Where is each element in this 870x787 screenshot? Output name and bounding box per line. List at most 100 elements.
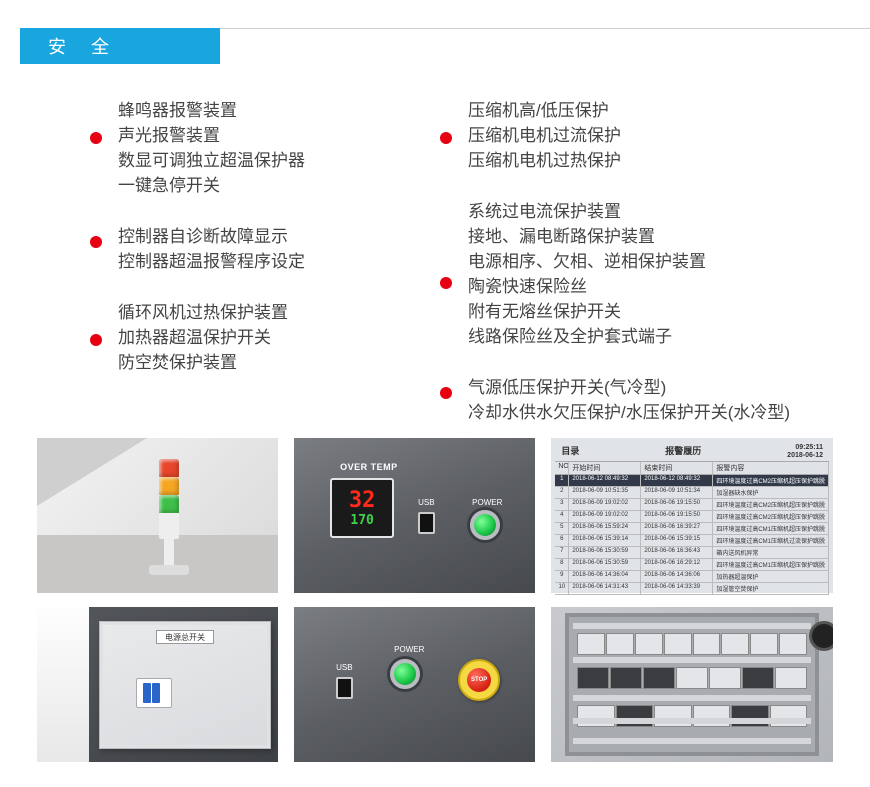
cell-no: 6 (555, 535, 569, 546)
cell-content: 四环境温度过高CM2压缩机超压保护跳脱 (713, 511, 829, 522)
power-button-icon (470, 510, 500, 540)
cable-tray (573, 738, 811, 744)
left-column: 蜂鸣器报警装置 声光报警装置 数显可调独立超温保护器 一键急停开关 控制器自诊断… (0, 98, 430, 451)
cable-tray (573, 623, 811, 629)
cable-tray (573, 718, 811, 724)
feature-line: 一键急停开关 (118, 173, 430, 198)
cell-no: 1 (555, 475, 569, 486)
feature-line: 声光报警装置 (118, 123, 430, 148)
signal-tower-icon (159, 459, 179, 575)
cell-no: 4 (555, 511, 569, 522)
feature-group-6: 气源低压保护开关(气冷型) 冷却水供水欠压保护/水压保护开关(水冷型) (440, 375, 870, 425)
feature-line: 数显可调独立超温保护器 (118, 148, 430, 173)
alarm-log-row: 42018-06-09 19:02:022018-06-06 19:15:50四… (555, 511, 829, 523)
alarm-log-columns: NO 开始时间 结束时间 报警内容 (555, 461, 829, 475)
relay-icon (577, 667, 609, 689)
cable-tray (573, 657, 811, 663)
relay-icon (676, 667, 708, 689)
cell-end: 2018-06-09 10:51:34 (641, 487, 713, 498)
bullet-icon (440, 277, 452, 289)
switch-box: 电源总开关 (99, 621, 271, 749)
alarm-log-row: 72018-06-06 15:30:592018-06-06 16:36:43箱… (555, 547, 829, 559)
relay-icon (742, 667, 774, 689)
relay-icon (709, 667, 741, 689)
col-no: NO (555, 462, 569, 474)
section-title: 安 全 (48, 33, 119, 59)
relay-icon (643, 667, 675, 689)
cell-no: 5 (555, 523, 569, 534)
usb-port-icon (336, 677, 353, 699)
cell-end: 2018-06-06 16:39:27 (641, 523, 713, 534)
cabinet-frame (565, 613, 819, 756)
cell-no: 2 (555, 487, 569, 498)
cell-end: 2018-06-12 08:49:32 (641, 475, 713, 486)
feature-line: 气源低压保护开关(气冷型) (468, 375, 870, 400)
cell-start: 2018-06-06 14:36:04 (569, 571, 641, 582)
photo-estop-panel: USB POWER STOP (294, 607, 535, 762)
alarm-log-clock: 09:25:11 2018-06-12 (787, 444, 823, 459)
switch-box-label: 电源总开关 (156, 630, 214, 644)
temp-readout-main: 32 (349, 490, 376, 512)
feature-line: 加热器超温保护开关 (118, 325, 430, 350)
feature-group-2: 控制器自诊断故障显示 控制器超温报警程序设定 (90, 224, 430, 274)
temp-readout-set: 170 (350, 514, 373, 527)
bullet-icon (90, 236, 102, 248)
cell-end: 2018-06-06 14:33:39 (641, 583, 713, 594)
cell-end: 2018-06-06 14:36:06 (641, 571, 713, 582)
cell-start: 2018-06-09 10:51:35 (569, 487, 641, 498)
cell-content: 加湿器缺水保护 (713, 487, 829, 498)
cell-end: 2018-06-06 15:39:15 (641, 535, 713, 546)
photo-bg-edge (37, 607, 89, 762)
photo-power-switch-box: 电源总开关 (37, 607, 278, 762)
col-end: 结束时间 (641, 462, 713, 474)
feature-line: 系统过电流保护装置 (468, 199, 870, 224)
cell-content: 四环境温度过高CM2压缩机超压保护跳脱 (713, 475, 829, 486)
alarm-log-row: 62018-06-06 15:39:142018-06-06 15:39:15四… (555, 535, 829, 547)
cell-no: 3 (555, 499, 569, 510)
bullet-icon (440, 132, 452, 144)
cell-no: 7 (555, 547, 569, 558)
cell-no: 8 (555, 559, 569, 570)
feature-line: 压缩机高/低压保护 (468, 98, 870, 123)
cell-start: 2018-06-06 14:31:43 (569, 583, 641, 594)
feature-line: 循环风机过热保护装置 (118, 300, 430, 325)
feature-group-4: 压缩机高/低压保护 压缩机电机过流保护 压缩机电机过热保护 (440, 98, 870, 173)
temp-display: 32 170 (330, 478, 394, 538)
cell-start: 2018-06-09 19:02:02 (569, 511, 641, 522)
feature-line: 防空焚保护装置 (118, 350, 430, 375)
alarm-log-row: 92018-06-06 14:36:042018-06-06 14:36:06加… (555, 571, 829, 583)
cell-content: 四环境温度过高CM2压缩机超压保护跳脱 (713, 499, 829, 510)
photo-alarm-log: 目录 报警履历 09:25:11 2018-06-12 NO 开始时间 结束时间… (551, 438, 833, 593)
photo-overtemp-panel: OVER TEMP 32 170 USB POWER (294, 438, 535, 593)
cell-start: 2018-06-06 15:39:14 (569, 535, 641, 546)
cell-end: 2018-06-06 16:29:12 (641, 559, 713, 570)
cell-end: 2018-06-06 19:15:50 (641, 499, 713, 510)
feature-group-1: 蜂鸣器报警装置 声光报警装置 数显可调独立超温保护器 一键急停开关 (90, 98, 430, 198)
breaker-icon (664, 633, 692, 655)
clock-time: 09:25:11 (795, 444, 823, 451)
usb-label: USB (336, 663, 352, 672)
overtemp-label: OVER TEMP (340, 462, 398, 472)
cell-content: 四环境温度过高CM1压缩机超压保护跳脱 (713, 523, 829, 534)
bullet-icon (90, 132, 102, 144)
relay-icon (610, 667, 642, 689)
cell-no: 9 (555, 571, 569, 582)
tower-lamp-red (159, 459, 179, 477)
alarm-log-body: 12018-06-12 08:49:322018-06-12 08:49:32四… (555, 475, 829, 595)
photo-signal-tower (37, 438, 278, 593)
alarm-log-row: 32018-06-09 19:02:022018-06-06 19:15:50四… (555, 499, 829, 511)
clock-date: 2018-06-12 (787, 452, 823, 459)
relay-icon (775, 667, 807, 689)
feature-line: 蜂鸣器报警装置 (118, 98, 430, 123)
breaker-icon (136, 678, 172, 708)
photo-bg-desk (37, 535, 278, 593)
cell-end: 2018-06-06 16:36:43 (641, 547, 713, 558)
component-row (577, 667, 807, 689)
alarm-log-row: 82018-06-06 15:30:592018-06-06 16:29:12四… (555, 559, 829, 571)
photo-grid: OVER TEMP 32 170 USB POWER 目录 报警履历 09:25… (37, 438, 833, 762)
feature-line: 控制器超温报警程序设定 (118, 249, 430, 274)
feature-line: 线路保险丝及全护套式端子 (468, 324, 870, 349)
cooling-fan-icon (809, 621, 833, 651)
power-label: POWER (394, 645, 424, 654)
breaker-icon (779, 633, 807, 655)
